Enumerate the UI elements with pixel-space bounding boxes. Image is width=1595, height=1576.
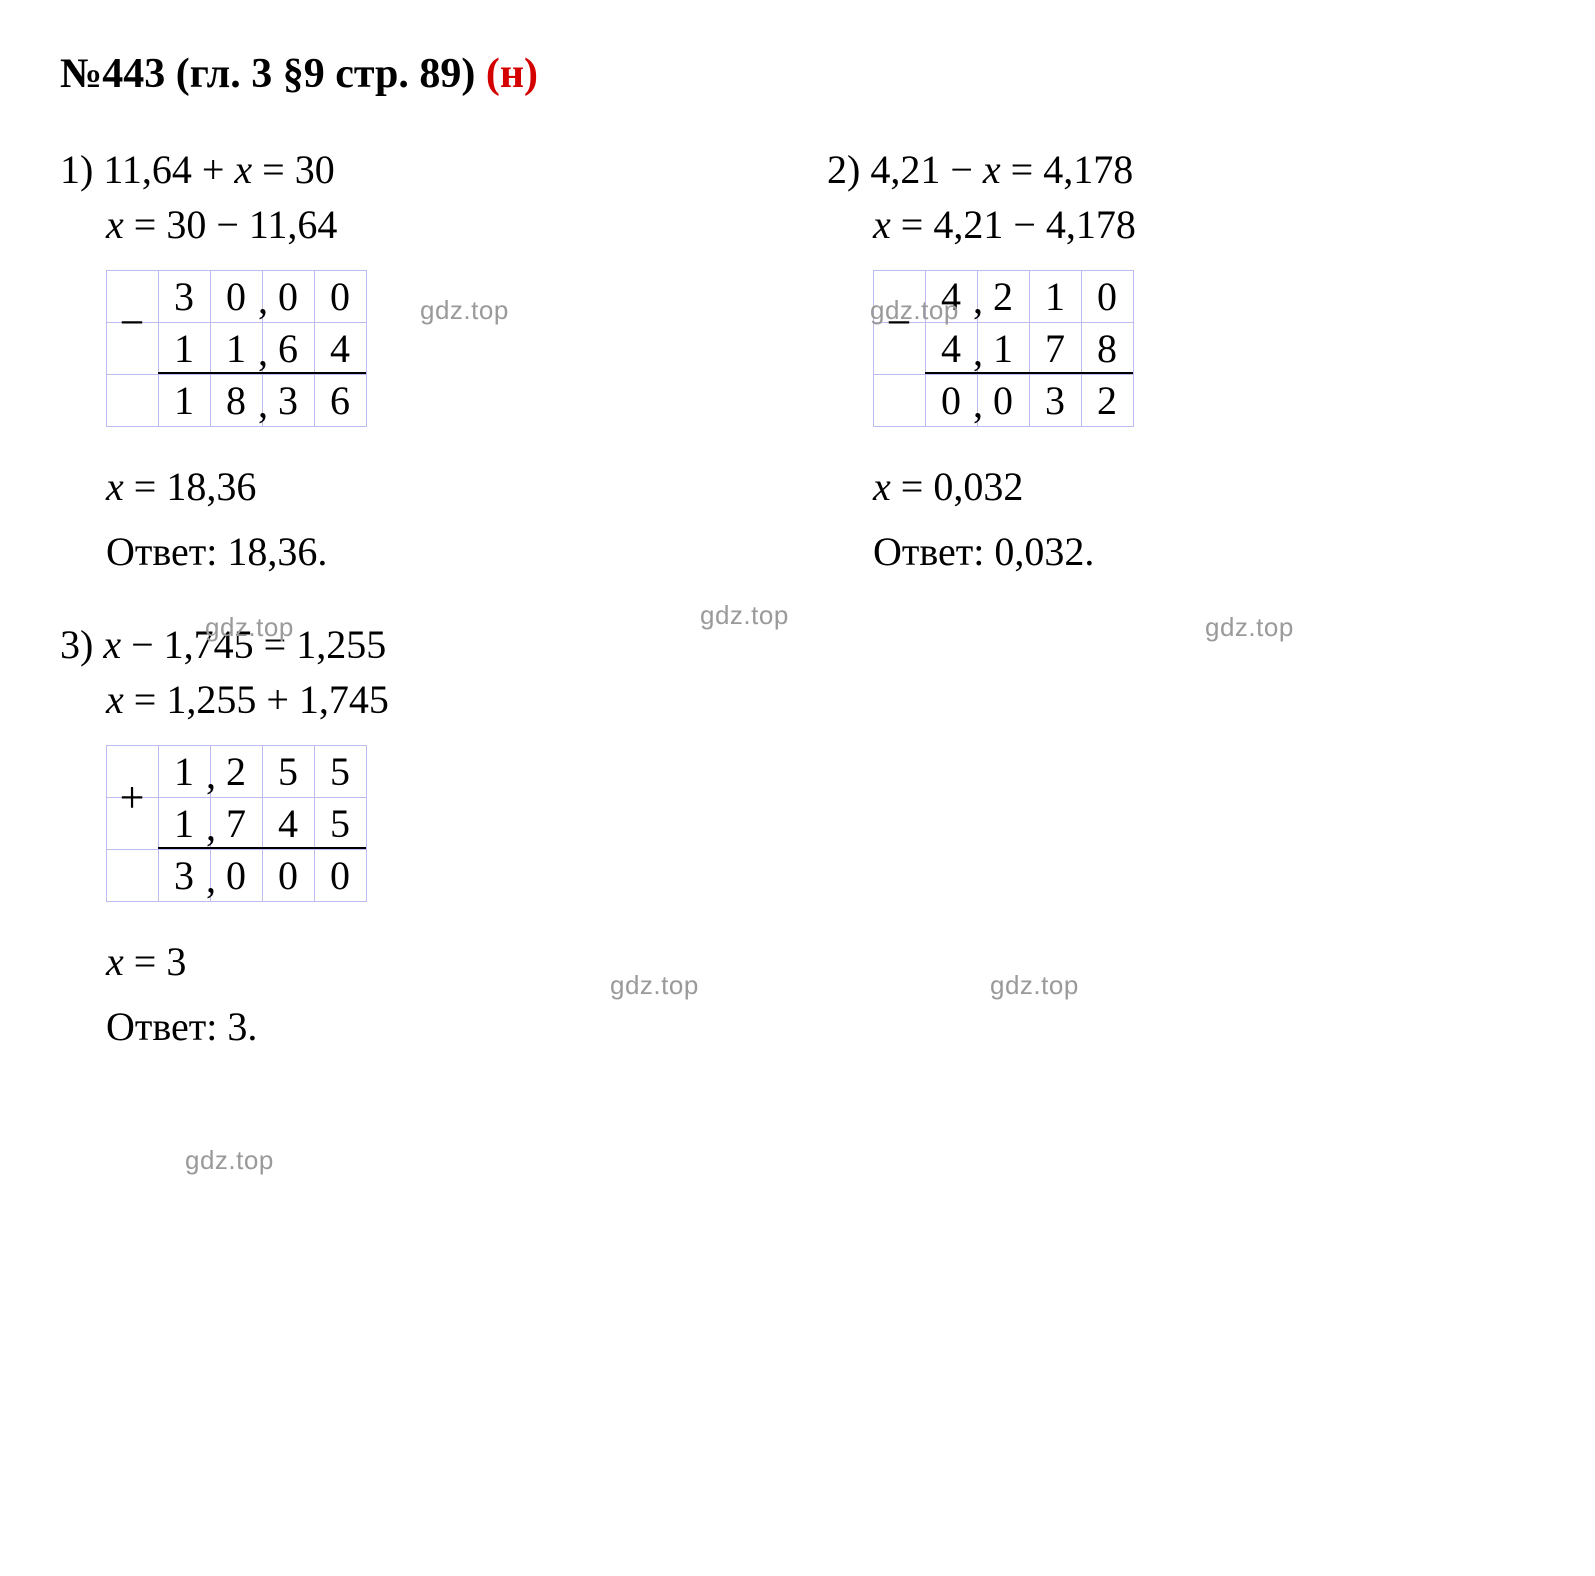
p1-num: 1) [60,147,93,192]
p2-equation: 2) 4,21 − x = 4,178 [827,146,1535,193]
p1-eq: 11,64 + x = 30 [103,147,334,192]
p1-equation: 1) 11,64 + x = 30 [60,146,768,193]
p2-solution: x = 0,032 [827,463,1535,510]
watermark: gdz.top [205,612,294,643]
watermark: gdz.top [610,970,699,1001]
watermark: gdz.top [1205,612,1294,643]
title-black: №443 (гл. 3 §9 стр. 89) [60,51,486,97]
p3-step: x = 1,255 + 1,745 [60,676,768,723]
watermark: gdz.top [990,970,1079,1001]
p3-equation: 3) x − 1,745 = 1,255 [60,621,768,668]
watermark: gdz.top [870,295,959,326]
p3-answer: Ответ: 3. [60,1003,768,1050]
exercise-title: №443 (гл. 3 §9 стр. 89) (н) [60,50,1535,98]
row-1-2: 1) 11,64 + x = 30 x = 30 − 11,64 −30,001… [60,138,1535,613]
p1-step: x = 30 − 11,64 [60,201,768,248]
problem-1: 1) 11,64 + x = 30 x = 30 − 11,64 −30,001… [60,138,768,583]
p2-answer: Ответ: 0,032. [827,528,1535,575]
p1-solution: x = 18,36 [60,463,768,510]
watermark: gdz.top [420,295,509,326]
problem-2: 2) 4,21 − x = 4,178 x = 4,21 − 4,178 −4,… [827,138,1535,583]
watermark: gdz.top [185,1145,274,1176]
p3-calc: +1,2551,7453,000 [106,745,367,902]
p2-calc: −4,2104,1780,032 [873,270,1134,427]
empty-col [827,613,1535,1088]
p3-num: 3) [60,622,93,667]
watermark: gdz.top [700,600,789,631]
p2-step: x = 4,21 − 4,178 [827,201,1535,248]
p1-answer: Ответ: 18,36. [60,528,768,575]
title-red: (н) [486,51,538,97]
p1-calc: −30,0011,6418,36 [106,270,367,427]
p2-num: 2) [827,147,860,192]
p2-eq: 4,21 − x = 4,178 [870,147,1133,192]
row-3: 3) x − 1,745 = 1,255 x = 1,255 + 1,745 +… [60,613,1535,1088]
